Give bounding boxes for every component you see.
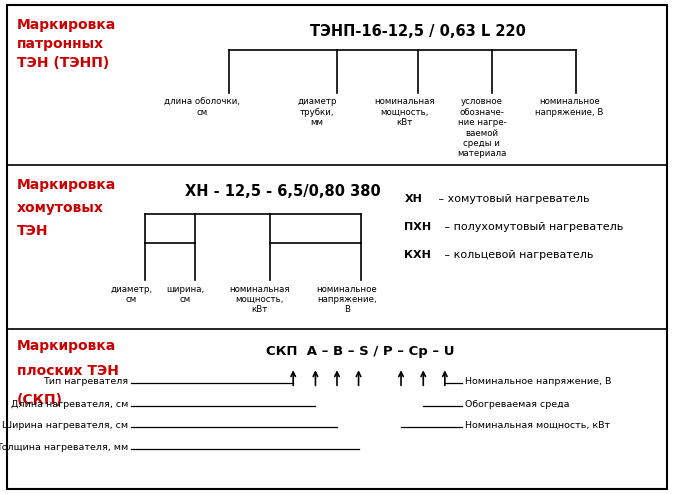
Text: условное
обозначе-
ние нагре-
ваемой
среды и
материала: условное обозначе- ние нагре- ваемой сре… (457, 97, 507, 159)
Text: номинальная
мощность,
кВт: номинальная мощность, кВт (229, 285, 290, 314)
Text: Номинальная мощность, кВт: Номинальная мощность, кВт (465, 421, 610, 430)
Text: ТЭНП-16-12,5 / 0,63 L 220: ТЭНП-16-12,5 / 0,63 L 220 (310, 24, 526, 39)
Text: Длина нагревателя, см: Длина нагревателя, см (11, 400, 128, 409)
Text: патронных: патронных (17, 37, 104, 51)
Text: Номинальное напряжение, В: Номинальное напряжение, В (465, 377, 611, 386)
Text: номинальное
напряжение, В: номинальное напряжение, В (535, 97, 604, 117)
Text: плоских ТЭН: плоских ТЭН (17, 364, 119, 378)
Text: ТЭН (ТЭНП): ТЭН (ТЭНП) (17, 56, 109, 70)
Text: Толщина нагревателя, мм: Толщина нагревателя, мм (0, 443, 128, 452)
Text: длина оболочки,
см: длина оболочки, см (164, 97, 240, 117)
Text: Тип нагревателя: Тип нагревателя (43, 377, 128, 386)
Text: – полухомутовый нагреватель: – полухомутовый нагреватель (441, 222, 623, 232)
Text: номинальная
мощность,
кВт: номинальная мощность, кВт (374, 97, 435, 127)
Text: ХН: ХН (404, 194, 423, 204)
Text: ширина,
см: ширина, см (166, 285, 204, 304)
Text: (СКП): (СКП) (17, 393, 63, 407)
Text: Ширина нагревателя, см: Ширина нагревателя, см (2, 421, 128, 430)
Text: Обогреваемая среда: Обогреваемая среда (465, 400, 570, 409)
Text: Маркировка: Маркировка (17, 178, 116, 192)
Text: Маркировка: Маркировка (17, 338, 116, 353)
Text: КХН: КХН (404, 250, 431, 260)
Text: хомутовых: хомутовых (17, 201, 104, 215)
Text: диаметр
трубки,
мм: диаметр трубки, мм (297, 97, 336, 127)
Text: диаметр,
см: диаметр, см (111, 285, 152, 304)
Text: номинальное
напряжение,
В: номинальное напряжение, В (317, 285, 377, 314)
Text: – кольцевой нагреватель: – кольцевой нагреватель (441, 250, 594, 260)
Text: ПХН: ПХН (404, 222, 431, 232)
Text: Маркировка: Маркировка (17, 18, 116, 32)
Text: СКП  А – В – S / Р – Ср – U: СКП А – В – S / Р – Ср – U (266, 345, 455, 358)
Text: ТЭН: ТЭН (17, 224, 49, 238)
Text: ХН - 12,5 - 6,5/0,80 380: ХН - 12,5 - 6,5/0,80 380 (185, 184, 381, 199)
Text: – хомутовый нагреватель: – хомутовый нагреватель (435, 194, 589, 204)
